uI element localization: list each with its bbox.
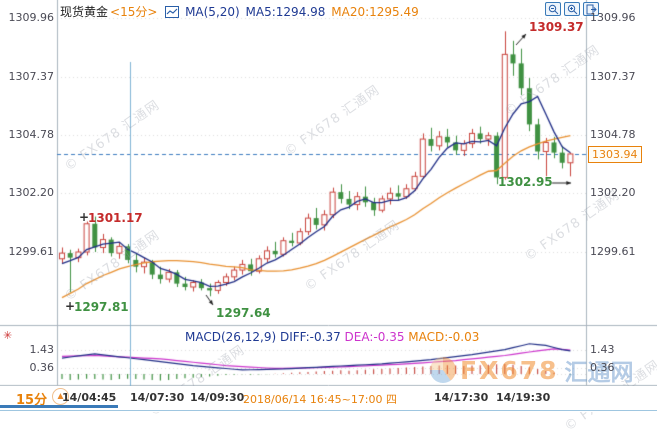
bottom-border bbox=[0, 410, 657, 411]
macd-tick-label: 0.36 bbox=[590, 360, 615, 374]
current-price-badge: 1303.94 bbox=[588, 145, 642, 163]
zoom-out-button[interactable] bbox=[545, 2, 561, 16]
timeframe-label: <15分> bbox=[110, 5, 158, 19]
close-chart-button[interactable] bbox=[583, 2, 599, 16]
zoom-in-button[interactable] bbox=[564, 2, 580, 16]
price-annotation: 1297.81 bbox=[74, 300, 129, 314]
exit-icon bbox=[586, 4, 597, 14]
instrument-name: 现货黄金 bbox=[60, 5, 109, 19]
tab-underline bbox=[0, 405, 118, 408]
price-annotation: 1297.64 bbox=[216, 306, 271, 320]
ma-group-label: MA(5,20) bbox=[185, 5, 240, 19]
zoom-out-icon bbox=[548, 4, 558, 14]
annotation-marker: + bbox=[65, 299, 76, 313]
price-tick-label: 1309.96 bbox=[590, 11, 636, 24]
price-tick-label: 1299.61 bbox=[590, 244, 636, 258]
price-tick-label: 1307.37 bbox=[8, 69, 55, 83]
price-annotation: 1309.37 bbox=[529, 20, 584, 34]
chart-canvas[interactable] bbox=[0, 0, 657, 412]
time-tick-label: 14/04:45 bbox=[62, 391, 117, 404]
ma5-value: MA5:1294.98 bbox=[245, 5, 326, 19]
time-axis-bar: 15分 ▲ 14/04:45 14/07:30 14/09:30 2018/06/14… bbox=[0, 386, 657, 412]
price-tick-label: 1304.78 bbox=[590, 128, 636, 141]
time-tick-label: 14/17:30 bbox=[434, 391, 489, 404]
time-tick-label: 14/19:30 bbox=[496, 391, 551, 404]
price-tick-label: 1302.20 bbox=[590, 186, 636, 200]
price-tick-label: 1309.96 bbox=[8, 11, 55, 24]
time-tick-label: 14/09:30 bbox=[190, 391, 245, 404]
chart-toolbar bbox=[545, 2, 599, 16]
price-tick-label: 1304.78 bbox=[8, 128, 55, 141]
dea-value: DEA:-0.35 bbox=[344, 330, 405, 344]
macd-tick-label: 1.43 bbox=[29, 342, 55, 356]
chart-header: 现货黄金 <15分> MA(5,20) MA5:1294.98 MA20:1295… bbox=[60, 3, 421, 20]
kline-icon bbox=[165, 6, 180, 18]
tab-15min[interactable]: 15分 bbox=[16, 393, 48, 408]
price-tick-label: 1302.20 bbox=[8, 186, 55, 200]
annotation-marker: + bbox=[79, 210, 90, 224]
macd-value: MACD:-0.03 bbox=[408, 330, 480, 344]
session-status-label: 2018/06/14 16:45~17:00 四 bbox=[243, 393, 398, 406]
macd-header: MACD(26,12,9) DIFF:-0.37 DEA:-0.35 MACD:… bbox=[185, 330, 479, 344]
macd-tick-label: 1.43 bbox=[590, 342, 615, 356]
macd-tick-label: 0.36 bbox=[29, 360, 55, 374]
ma20-value: MA20:1295.49 bbox=[331, 5, 419, 19]
zoom-in-icon bbox=[567, 4, 577, 14]
indicator-settings-icon[interactable]: ✳ bbox=[3, 330, 13, 342]
price-tick-label: 1299.61 bbox=[8, 244, 55, 258]
macd-title: MACD(26,12,9) bbox=[185, 330, 277, 344]
timeframe-dropdown-button[interactable]: ▲ bbox=[52, 388, 69, 405]
price-tick-label: 1307.37 bbox=[590, 69, 636, 83]
price-annotation: 1302.95 bbox=[498, 175, 553, 189]
time-tick-label: 14/07:30 bbox=[130, 391, 185, 404]
diff-value: DIFF:-0.37 bbox=[279, 330, 341, 344]
price-annotation: 1301.17 bbox=[88, 211, 143, 225]
